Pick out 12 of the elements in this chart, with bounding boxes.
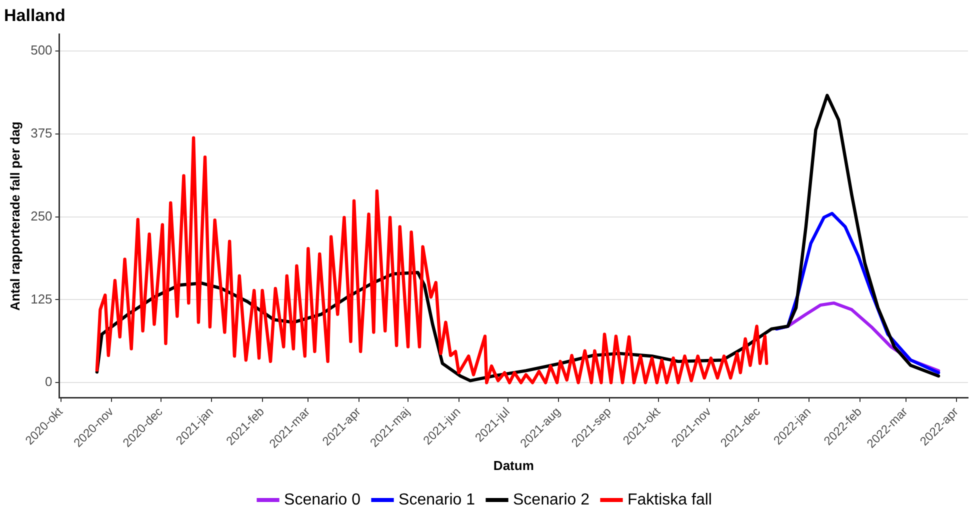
y-tick-label: 500 xyxy=(30,42,52,58)
chart-title: Halland xyxy=(4,6,66,25)
x-axis-title: Datum xyxy=(493,458,534,473)
legend-label: Scenario 2 xyxy=(513,491,590,508)
y-tick-label: 375 xyxy=(30,125,52,140)
legend-label: Faktiska fall xyxy=(628,491,712,508)
y-tick-label: 0 xyxy=(45,374,52,390)
y-tick-label: 125 xyxy=(30,291,52,306)
legend-label: Scenario 1 xyxy=(398,491,476,508)
y-tick-label: 250 xyxy=(30,208,52,224)
y-axis-title: Antal rapporterade fall per dag xyxy=(7,121,22,311)
legend-label: Scenario 0 xyxy=(284,491,361,508)
